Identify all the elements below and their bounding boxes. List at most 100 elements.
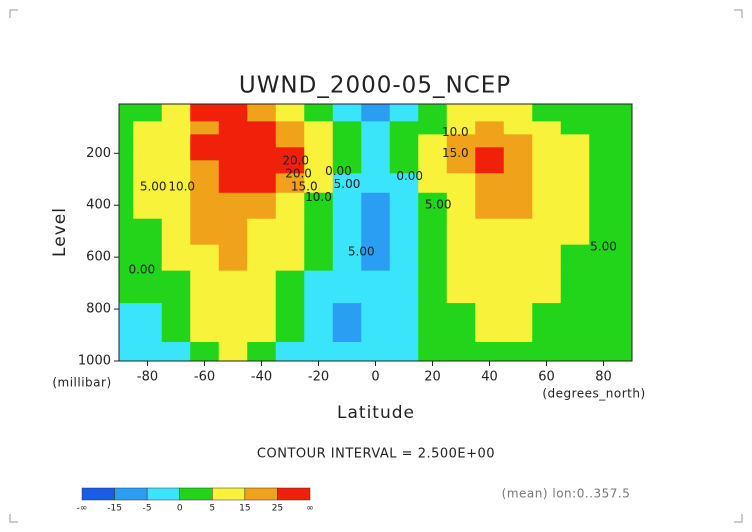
field-cell <box>503 302 533 343</box>
field-cell <box>418 192 448 219</box>
field-cell <box>247 244 277 271</box>
field-cell <box>304 244 334 271</box>
field-cell <box>161 244 191 271</box>
field-cell <box>446 172 476 193</box>
field-cell <box>503 146 533 161</box>
field-cell <box>361 341 391 362</box>
field-cell <box>532 192 562 219</box>
field-cell <box>389 244 419 271</box>
field-cell <box>418 172 448 193</box>
field-cell <box>503 270 533 304</box>
x-tick-label: 60 <box>538 370 555 385</box>
field-cell <box>332 302 362 343</box>
y-axis-label: Level <box>50 207 70 257</box>
x-tick-label: 40 <box>481 370 498 385</box>
contour-interval: CONTOUR INTERVAL = 2.500E+00 <box>257 447 495 462</box>
field-cell <box>475 218 505 245</box>
field-cell <box>446 104 476 122</box>
field-cell <box>589 104 619 122</box>
contour-label: 5.00 <box>425 198 452 212</box>
field-cell <box>119 146 134 161</box>
field-cell <box>275 192 305 219</box>
field-cell <box>475 172 505 193</box>
field-cell <box>532 133 562 148</box>
field-cell <box>475 133 505 148</box>
field-cell <box>446 244 476 271</box>
field-cell <box>304 270 334 304</box>
field-cell <box>361 146 391 161</box>
field-cell <box>418 146 448 161</box>
field-cell <box>218 146 248 161</box>
field-cell <box>275 159 305 174</box>
colorbar-label: -5 <box>143 504 152 514</box>
colorbar-box <box>179 487 213 501</box>
field-cell <box>119 341 134 362</box>
field-cell <box>560 218 590 245</box>
contour-label: 10.0 <box>168 180 195 194</box>
field-cell <box>475 146 505 161</box>
field-cell <box>418 244 448 271</box>
colorbar-label: 0 <box>177 504 183 514</box>
field-cell <box>503 120 533 135</box>
field-cell <box>332 146 362 161</box>
field-cell <box>247 120 277 135</box>
field-cell <box>560 341 590 362</box>
field-cell <box>119 133 134 148</box>
field-cell <box>247 159 277 174</box>
contour-label: 20.0 <box>285 167 312 181</box>
field-cell <box>119 172 134 193</box>
field-cell <box>161 133 191 148</box>
field-cell <box>560 120 590 135</box>
field-cell <box>589 120 619 135</box>
field-cell <box>190 341 220 362</box>
field-cell <box>218 302 248 343</box>
field-cell <box>475 104 505 122</box>
field-cell <box>133 218 163 245</box>
field-cell <box>418 120 448 135</box>
contour-label: 5.00 <box>334 177 361 191</box>
field-cell <box>532 270 562 304</box>
field-cell <box>275 302 305 343</box>
x-tick-label: -60 <box>194 370 215 385</box>
field-cell <box>589 218 619 245</box>
field-cell <box>332 192 362 219</box>
field-cell <box>418 159 448 174</box>
field-cell <box>361 159 391 174</box>
x-tick-label: 20 <box>424 370 441 385</box>
field-cell <box>503 244 533 271</box>
field-cell <box>503 104 533 122</box>
field-cell <box>475 302 505 343</box>
field-cell <box>332 133 362 148</box>
field-cell <box>332 244 362 271</box>
field-cell <box>589 172 619 193</box>
field-cell <box>332 341 362 362</box>
field-cell <box>133 104 163 122</box>
contour-label: 10.0 <box>305 190 332 204</box>
field-cell <box>304 172 334 193</box>
field-cell <box>503 341 533 362</box>
field-cell <box>247 218 277 245</box>
field-cell <box>218 104 248 122</box>
field-cell <box>446 270 476 304</box>
field-cell <box>418 218 448 245</box>
field-cell <box>161 192 191 219</box>
field-cell <box>275 172 305 193</box>
field-cell <box>190 172 220 193</box>
field-cell <box>361 104 391 122</box>
field-cell <box>190 218 220 245</box>
field-cell <box>418 302 448 343</box>
field-cell <box>617 159 633 174</box>
field-cell <box>119 244 134 271</box>
field-cell <box>446 120 476 135</box>
field-cell <box>119 120 134 135</box>
field-cell <box>247 133 277 148</box>
y-tick-label: 600 <box>86 250 111 265</box>
contour-label: 15.0 <box>442 146 469 160</box>
field-cell <box>532 302 562 343</box>
field-cell <box>389 270 419 304</box>
field-cell <box>304 104 334 122</box>
field-cell <box>161 341 191 362</box>
field-cell <box>247 172 277 193</box>
footnote: (mean) lon:0..357.5 <box>502 487 631 501</box>
field-cell <box>161 172 191 193</box>
